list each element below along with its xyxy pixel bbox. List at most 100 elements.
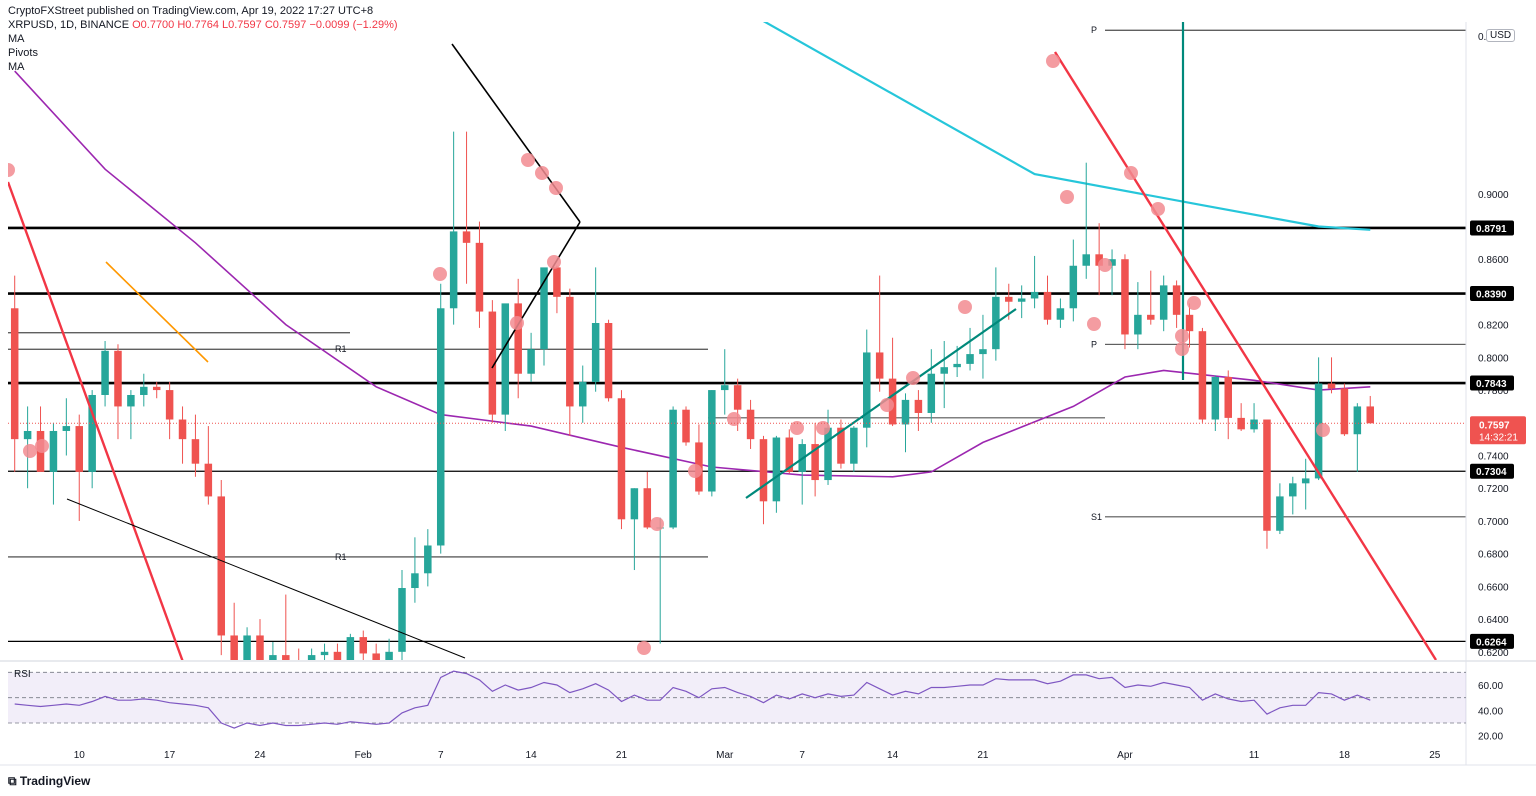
candle xyxy=(1082,162,1090,279)
candle xyxy=(411,537,419,603)
candle xyxy=(1289,476,1297,515)
swing-marker xyxy=(1175,342,1189,356)
tradingview-logo-icon: ⧉ xyxy=(8,774,17,788)
candle-body xyxy=(140,386,148,395)
swing-marker xyxy=(547,255,561,269)
rsi-tick-label: 20.00 xyxy=(1478,732,1503,743)
price-tick-label: 0.8200 xyxy=(1478,321,1509,332)
candle xyxy=(1301,458,1310,510)
candle-body xyxy=(682,409,690,443)
swing-marker xyxy=(1316,423,1330,437)
candle xyxy=(566,288,574,436)
candle xyxy=(449,131,458,325)
price-tick-label: 0.7800 xyxy=(1478,386,1509,397)
candle-body xyxy=(372,653,380,660)
candle xyxy=(1327,357,1336,394)
swing-marker xyxy=(8,163,15,177)
swing-marker xyxy=(1175,329,1189,343)
candle xyxy=(1043,275,1052,325)
swing-marker xyxy=(790,421,804,435)
candle xyxy=(88,390,96,489)
rsi-line xyxy=(14,670,1371,729)
candle-body xyxy=(488,311,497,415)
candle-body xyxy=(1301,478,1310,484)
candle-body xyxy=(256,635,264,660)
candle-body xyxy=(837,427,845,464)
swing-marker xyxy=(35,439,49,453)
indicator-ma-1[interactable]: MA xyxy=(8,33,25,45)
candle-body xyxy=(927,373,936,413)
tradingview-logo[interactable]: ⧉ TradingView xyxy=(8,774,90,789)
candle xyxy=(282,594,290,660)
candle xyxy=(488,300,497,423)
candle xyxy=(204,426,213,505)
symbol-label[interactable]: XRPUSD, 1D, BINANCE xyxy=(8,19,130,31)
candle-body xyxy=(449,231,458,309)
pivot-label: S1 xyxy=(1091,512,1102,522)
publisher-line: CryptoFXStreet published on TradingView.… xyxy=(8,5,374,17)
time-tick-label: 7 xyxy=(438,750,444,761)
candle-body xyxy=(1224,376,1232,418)
indicator-ma-2[interactable]: MA xyxy=(8,61,25,73)
candle-body xyxy=(230,635,238,660)
candle-body xyxy=(979,349,987,355)
indicator-pivots[interactable]: Pivots xyxy=(8,47,38,59)
candle-body xyxy=(875,352,884,379)
price-label-text: 0.7304 xyxy=(1476,467,1507,478)
candle-body xyxy=(243,635,251,660)
currency-button[interactable]: USD xyxy=(1486,29,1516,42)
candle-body xyxy=(1069,265,1078,309)
candle xyxy=(1198,327,1207,423)
candle-body xyxy=(475,242,484,312)
trendline xyxy=(491,221,581,369)
candle xyxy=(540,267,548,366)
candle xyxy=(656,517,664,644)
candle-body xyxy=(165,390,174,420)
last-price-box xyxy=(1470,416,1526,445)
candle-body xyxy=(282,655,290,660)
ma200-line xyxy=(762,22,1371,231)
swing-marker xyxy=(880,398,894,412)
symbol-ohlc-line[interactable]: XRPUSD, 1D, BINANCE O0.7700 H0.7764 L0.7… xyxy=(8,18,398,32)
candle xyxy=(695,424,703,495)
swing-marker xyxy=(1098,258,1112,272)
trendline xyxy=(451,43,581,223)
swing-marker xyxy=(906,371,920,385)
chart-header: CryptoFXStreet published on TradingView.… xyxy=(8,4,398,74)
candle xyxy=(359,630,368,660)
time-tick-label: Apr xyxy=(1117,750,1133,761)
swing-marker xyxy=(688,464,702,478)
swing-marker xyxy=(816,421,830,435)
candle-body xyxy=(333,651,342,660)
candle-body xyxy=(204,463,213,497)
rsi-label: RSI xyxy=(14,669,31,680)
candle-body xyxy=(49,430,58,472)
candle-body xyxy=(553,267,561,297)
candle xyxy=(992,267,1000,361)
candle xyxy=(1056,298,1065,328)
candle xyxy=(721,349,729,415)
candle-body xyxy=(462,231,471,243)
candle xyxy=(979,314,987,379)
candle-body xyxy=(62,426,71,431)
price-tick-label: 0.6200 xyxy=(1478,648,1509,659)
candle xyxy=(1366,395,1374,424)
time-tick-label: 21 xyxy=(616,750,628,761)
candle-body xyxy=(1276,496,1284,531)
candle-body xyxy=(953,363,961,368)
candle xyxy=(1017,285,1026,319)
candle xyxy=(1121,254,1129,350)
candle-body xyxy=(385,651,393,660)
candle-body xyxy=(850,427,858,464)
candle-body xyxy=(436,308,445,546)
price-tick-label: 0.7000 xyxy=(1478,517,1509,528)
swing-marker xyxy=(1151,202,1165,216)
candle-body xyxy=(1353,406,1362,435)
candle-body xyxy=(10,308,19,440)
trendline xyxy=(1053,51,1438,660)
price-label-box xyxy=(1470,375,1514,391)
candle xyxy=(798,439,806,505)
candle xyxy=(863,329,871,448)
trendline xyxy=(66,498,466,659)
